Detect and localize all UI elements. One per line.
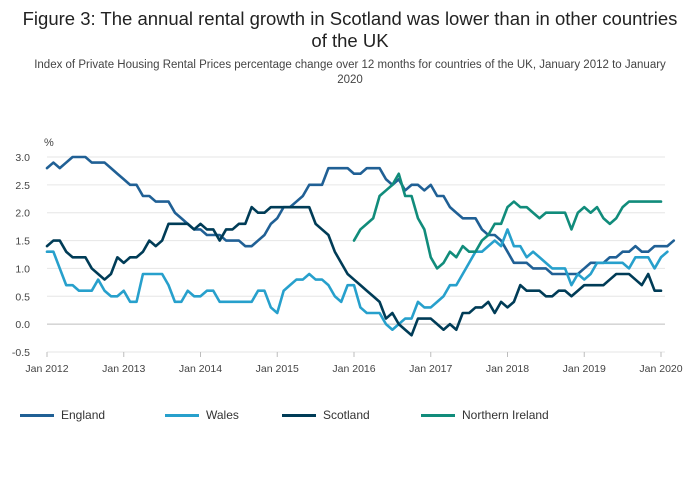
y-tick-label: 0.0	[15, 319, 30, 331]
legend-item-england[interactable]: England	[20, 408, 105, 422]
x-tick-label: Jan 2015	[256, 363, 299, 375]
chart-subtitle: Index of Private Housing Rental Prices p…	[34, 59, 666, 86]
series-line-england	[45, 155, 676, 276]
x-tick-label: Jan 2013	[102, 363, 145, 375]
x-tick-label: Jan 2019	[563, 363, 606, 375]
legend-item-scotland[interactable]: Scotland	[282, 408, 370, 422]
x-tick-label: Jan 2012	[25, 363, 68, 375]
series-line-northern-ireland	[352, 172, 663, 270]
legend-swatch	[20, 413, 54, 417]
y-tick-label: -0.5	[12, 347, 30, 359]
y-tick-label: 2.5	[15, 180, 30, 192]
legend-label: Northern Ireland	[462, 408, 549, 422]
y-tick-label: 2.0	[15, 208, 30, 220]
series-line-scotland	[45, 205, 663, 337]
x-tick-label: Jan 2020	[639, 363, 682, 375]
x-tick-label: Jan 2017	[409, 363, 452, 375]
y-axis: -0.5 0.0 0.5 1.0 1.5 2.0 2.5 3.0	[12, 152, 30, 359]
legend-label: Scotland	[323, 408, 370, 422]
series-lines	[45, 155, 676, 337]
legend-item-northern-ireland[interactable]: Northern Ireland	[421, 408, 549, 422]
x-tick-label: Jan 2016	[332, 363, 375, 375]
legend-swatch	[282, 413, 316, 417]
y-tick-label: 1.0	[15, 263, 30, 275]
legend-swatch	[421, 413, 455, 417]
legend-label: England	[61, 408, 106, 422]
y-tick-label: 0.5	[15, 291, 30, 303]
y-tick-label: 3.0	[15, 152, 30, 164]
y-axis-label: %	[44, 137, 54, 149]
x-axis: Jan 2012 Jan 2013 Jan 2014 Jan 2015 Jan 2016…	[25, 352, 683, 375]
legend-label: Wales	[206, 408, 239, 422]
legend-swatch	[165, 413, 199, 417]
series-line-wales	[45, 228, 669, 332]
x-tick-label: Jan 2014	[179, 363, 222, 375]
x-tick-label: Jan 2018	[486, 363, 529, 375]
chart-title: Figure 3: The annual rental growth in Sc…	[22, 8, 678, 51]
legend-item-wales[interactable]: Wales	[165, 408, 239, 422]
y-tick-label: 1.5	[15, 236, 30, 248]
